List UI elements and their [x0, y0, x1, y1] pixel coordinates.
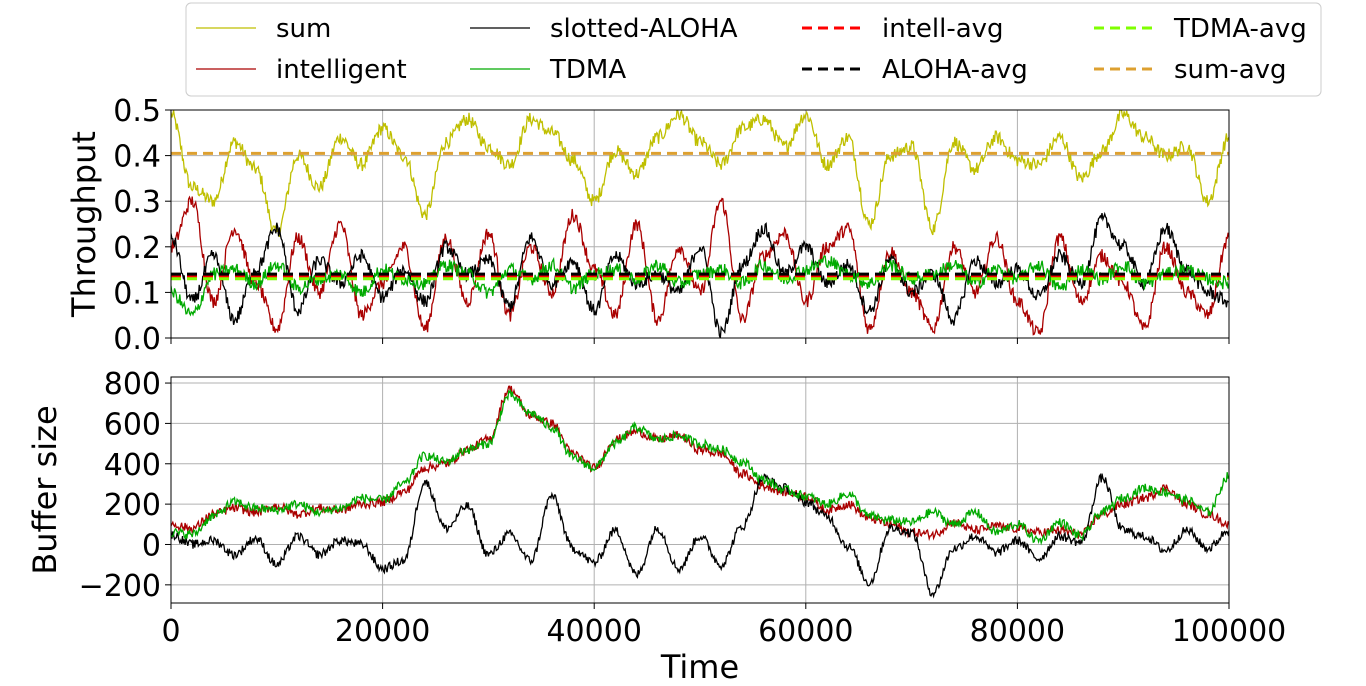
legend-label: sum-avg — [1174, 55, 1287, 85]
x-axis-label: Time — [660, 648, 739, 682]
axes-frame — [170, 109, 1230, 339]
y-tick-label: 0.4 — [113, 140, 161, 175]
series-intelligent-line — [171, 385, 1229, 542]
series-slotted-aloha-line — [171, 473, 1229, 599]
x-tick-label: 80000 — [970, 614, 1065, 649]
y-tick-label: −200 — [79, 569, 161, 604]
legend-label: slotted-ALOHA — [550, 14, 738, 44]
x-tick-label: 0 — [161, 614, 180, 649]
series-sum-line — [171, 110, 1229, 238]
y-axis-label: Throughput — [65, 131, 103, 318]
y-axis-label: Buffer size — [26, 405, 64, 574]
series-tdma-line — [171, 388, 1229, 546]
legend-label: intelligent — [276, 55, 407, 85]
x-tick-label: 60000 — [758, 614, 853, 649]
plot-area — [171, 385, 1229, 599]
x-tick-label: 20000 — [335, 614, 430, 649]
legend: sum intelligent slotted-ALOHA TDMA intell-av… — [185, 2, 1322, 97]
y-tick-label: 0 — [142, 528, 161, 563]
x-tick-label: 40000 — [546, 614, 641, 649]
axes-frame — [170, 376, 1230, 604]
legend-label: TDMA-avg — [1173, 14, 1307, 44]
x-tick-label: 100000 — [1172, 614, 1287, 649]
y-tick-label: 800 — [104, 367, 161, 402]
y-tick-label: 0.0 — [113, 322, 161, 357]
y-tick-label: 400 — [104, 448, 161, 483]
series-intelligent-line — [171, 195, 1229, 336]
y-tick-label: 0.3 — [113, 185, 161, 220]
plot-area — [171, 110, 1229, 338]
legend-label: ALOHA-avg — [882, 55, 1028, 85]
y-tick-label: 600 — [104, 407, 161, 442]
legend-label: TDMA — [549, 55, 626, 85]
y-tick-label: 0.1 — [113, 276, 161, 311]
y-tick-label: 200 — [104, 488, 161, 523]
panel-1: 0.0 0.1 0.2 0.3 0.4 0.5 Throughput — [65, 94, 1230, 357]
legend-label: sum — [276, 14, 331, 44]
series-tdma-line — [171, 255, 1229, 317]
y-tick-label: 0.2 — [113, 231, 161, 266]
y-tick-label: 0.5 — [113, 94, 161, 129]
legend-box — [185, 2, 1322, 97]
legend-label: intell-avg — [882, 14, 1004, 44]
